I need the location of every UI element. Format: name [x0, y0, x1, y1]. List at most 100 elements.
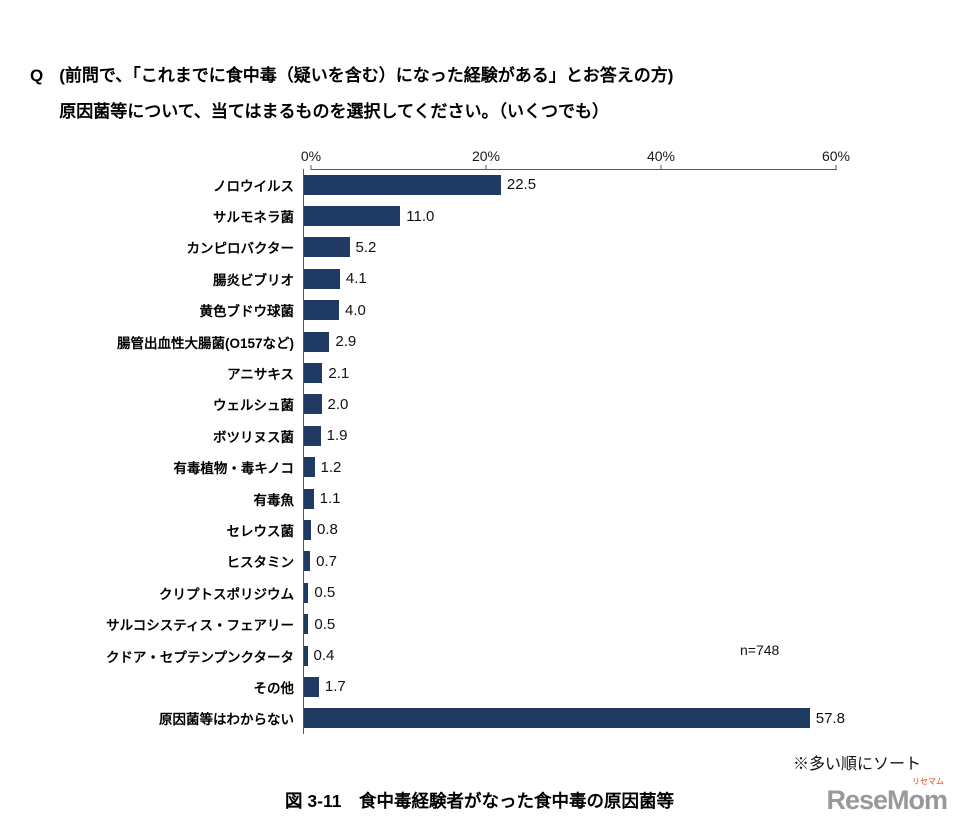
category-label: 有毒植物・毒キノコ: [173, 461, 294, 477]
bar: [304, 394, 322, 415]
x-tick-label: 40%: [646, 148, 676, 164]
bar-track: 5.2: [303, 231, 959, 264]
bar-row: 原因菌等はわからない 57.8: [0, 702, 959, 735]
bar-track: 1.9: [303, 420, 959, 452]
category-label: その他: [253, 680, 295, 696]
category-label: セレウス菌: [226, 523, 295, 539]
value-label: 1.1: [319, 490, 341, 508]
bar: [304, 582, 309, 603]
bar-track: 22.5: [303, 169, 959, 201]
x-axis-line: [311, 169, 837, 170]
bar-track: 2.0: [303, 388, 959, 421]
value-label: 2.9: [335, 333, 357, 351]
x-tick-mark: [485, 165, 487, 170]
bar-row: 腸炎ビブリオ 4.1: [0, 263, 959, 295]
x-tick-mark: [660, 165, 662, 170]
bar: [304, 206, 401, 227]
category-label: クリプトスポリジウム: [159, 586, 294, 602]
category-label: 腸炎ビブリオ: [213, 272, 294, 288]
resemom-logo: リセマム ReseMom: [826, 777, 948, 815]
category-label: ボツリヌス菌: [213, 429, 294, 445]
bar-row: 有毒植物・毒キノコ 1.2: [0, 451, 959, 483]
value-label: 0.5: [314, 584, 336, 602]
bar-row: アニサキス 2.1: [0, 357, 959, 389]
category-label: サルコシスティス・フェアリー: [106, 618, 294, 634]
x-tick-label: 0%: [300, 148, 322, 164]
bar: [304, 363, 323, 384]
bar-track: 1.2: [303, 451, 959, 483]
figure-caption: 図 3-11 食中毒経験者がなった食中毒の原因菌等: [285, 791, 674, 811]
x-tick-mark: [835, 165, 837, 170]
bar-track: 1.1: [303, 482, 959, 515]
bar-track: 0.5: [303, 577, 959, 609]
bar-row: サルコシスティス・フェアリー 0.5: [0, 608, 959, 640]
x-axis-tick-labels: 0% 20% 40% 60%: [301, 145, 850, 170]
value-label: 2.0: [327, 395, 349, 413]
category-label: クドア・セプテンプンクタータ: [105, 649, 294, 665]
bar-track: 0.5: [303, 608, 959, 640]
value-label: 11.0: [406, 207, 435, 225]
question-lines: (前問で、「これまでに食中毒（疑いを含む）になった経験がある」とお答えの方) 原…: [59, 58, 673, 130]
bar-track: 0.7: [303, 545, 959, 578]
bar: [304, 645, 308, 666]
bar-track: 0.4: [303, 639, 959, 672]
bar-row: クリプトスポリジウム 0.5: [0, 577, 959, 609]
bar-row: ウェルシュ菌 2.0: [0, 388, 959, 421]
bar-row: 腸管出血性大腸菌(O157など) 2.9: [0, 325, 959, 358]
bar-track: 0.8: [303, 514, 959, 546]
value-label: 4.0: [345, 301, 366, 319]
bar-row: セレウス菌 0.8: [0, 514, 959, 546]
bar: [304, 457, 315, 478]
logo-subtext: リセマム: [912, 777, 944, 786]
category-label: ノロウイルス: [213, 178, 294, 194]
bar-track: 4.1: [303, 263, 959, 295]
bar-row: クドア・セプテンプンクタータ 0.4: [0, 639, 959, 672]
sort-note: ※多い順にソート: [792, 756, 921, 773]
sample-size-label: n=748: [740, 642, 780, 658]
value-label: 1.9: [326, 427, 348, 445]
bar-row: ヒスタミン 0.7: [0, 545, 959, 578]
category-label: 有毒魚: [253, 492, 295, 508]
x-tick-mark: [310, 165, 312, 170]
category-label: アニサキス: [227, 367, 294, 383]
bar-chart: 0% 20% 40% 60% ノロウイルス 22.5 サルモネラ菌 11.0 カンピロバクター…: [0, 145, 959, 745]
bar-track: 57.8: [303, 702, 959, 735]
value-label: 0.5: [314, 615, 336, 633]
value-label: 0.8: [317, 521, 338, 539]
value-label: 0.4: [313, 647, 335, 665]
question-line-1: (前問で、「これまでに食中毒（疑いを含む）になった経験がある」とお答えの方): [59, 66, 674, 85]
bar: [304, 519, 311, 540]
bar-row: カンピロバクター 5.2: [0, 231, 959, 264]
logo-text: ReseMom: [826, 785, 948, 815]
category-label: カンピロバクター: [186, 241, 294, 257]
bar-row: 有毒魚 1.1: [0, 482, 959, 515]
bar-track: 4.0: [303, 294, 959, 326]
bar-row: 黄色ブドウ球菌 4.0: [0, 294, 959, 326]
bar-row: ボツリヌス菌 1.9: [0, 420, 959, 452]
value-label: 2.1: [328, 364, 350, 382]
value-label: 1.7: [324, 678, 346, 696]
bar-track: 1.7: [303, 671, 959, 703]
question-prefix: Q: [30, 66, 44, 85]
category-label: ヒスタミン: [226, 555, 295, 571]
value-label: 22.5: [506, 176, 537, 194]
x-tick-label: 60%: [821, 148, 851, 164]
category-label: 原因菌等はわからない: [159, 712, 294, 728]
bar-row: ノロウイルス 22.5: [0, 169, 959, 201]
survey-question: Q (前問で、「これまでに食中毒（疑いを含む）になった経験がある」とお答えの方)…: [30, 58, 939, 130]
value-label: 1.2: [320, 458, 342, 476]
bar: [304, 174, 501, 195]
bar: [304, 300, 339, 321]
value-label: 5.2: [355, 238, 377, 256]
bar: [304, 425, 321, 446]
bar: [304, 551, 311, 572]
question-line-2: 原因菌等について、当てはまるものを選択してください。（いくつでも）: [59, 102, 610, 121]
bar: [304, 676, 319, 697]
bar-row: その他 1.7: [0, 671, 959, 703]
category-label: サルモネラ菌: [213, 210, 294, 226]
value-label: 4.1: [345, 270, 367, 288]
value-label: 57.8: [815, 709, 845, 727]
bar: [304, 237, 350, 258]
bar: [304, 268, 340, 289]
